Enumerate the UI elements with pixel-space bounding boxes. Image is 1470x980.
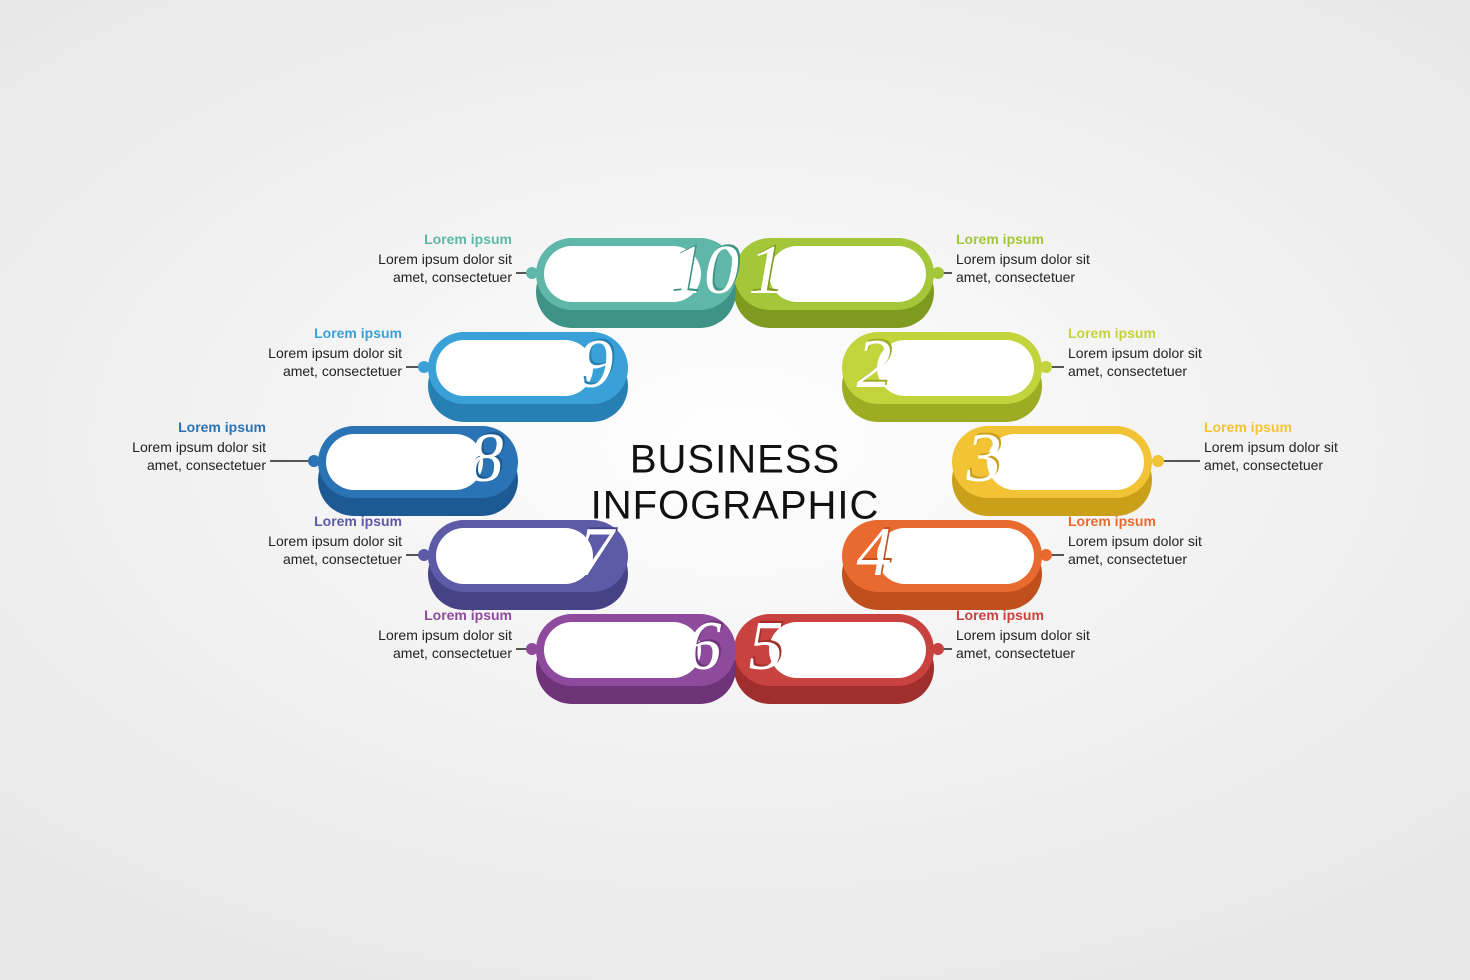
pill-inner [436, 528, 593, 584]
callout-heading: Lorem ipsum [1204, 418, 1374, 436]
connector-3 [1158, 460, 1200, 462]
title-line-2: INFOGRAPHIC [591, 484, 880, 528]
step-pill-6: 6 [536, 614, 736, 704]
step-pill-3: 3 [952, 426, 1152, 516]
pill-top [428, 520, 628, 592]
pill-top [842, 332, 1042, 404]
pill-top [842, 520, 1042, 592]
callout-body: Lorem ipsum dolor sit amet, consectetuer [1204, 438, 1374, 474]
callout-5: Lorem ipsum Lorem ipsum dolor sit amet, c… [956, 606, 1126, 663]
title-line-1: BUSINESS [630, 438, 840, 482]
callout-body: Lorem ipsum dolor sit amet, consectetuer [342, 250, 512, 286]
connector-10 [516, 272, 532, 274]
connector-6 [516, 648, 532, 650]
callout-body: Lorem ipsum dolor sit amet, consectetuer [1068, 344, 1238, 380]
center-title: BUSINESS INFOGRAPHIC [591, 437, 880, 529]
callout-1: Lorem ipsum Lorem ipsum dolor sit amet, c… [956, 230, 1126, 287]
callout-heading: Lorem ipsum [342, 230, 512, 248]
connector-4 [1046, 554, 1064, 556]
callout-body: Lorem ipsum dolor sit amet, consectetuer [232, 532, 402, 568]
pill-top [318, 426, 518, 498]
connector-2 [1046, 366, 1064, 368]
step-pill-10: 10 [536, 238, 736, 328]
callout-6: Lorem ipsumLorem ipsum dolor sit amet, c… [342, 606, 512, 663]
connector-8 [270, 460, 314, 462]
callout-4: Lorem ipsum Lorem ipsum dolor sit amet, c… [1068, 512, 1238, 569]
connector-1 [938, 272, 952, 274]
step-pill-5: 5 [734, 614, 934, 704]
pill-inner [877, 340, 1034, 396]
connector-9 [406, 366, 424, 368]
callout-2: Lorem ipsum Lorem ipsum dolor sit amet, c… [1068, 324, 1238, 381]
pill-inner [326, 434, 483, 490]
callout-body: Lorem ipsum dolor sit amet, consectetuer [232, 344, 402, 380]
step-pill-7: 7 [428, 520, 628, 610]
pill-inner [987, 434, 1144, 490]
connector-5 [938, 648, 952, 650]
callout-9: Lorem ipsum Lorem ipsum dolor sit amet, c… [232, 324, 402, 381]
callout-heading: Lorem ipsum [956, 606, 1126, 624]
infographic-stage: BUSINESS INFOGRAPHIC 1 Lorem ipsum Lorem i… [0, 0, 1470, 980]
callout-3: Lorem ipsum Lorem ipsum dolor sit amet, c… [1204, 418, 1374, 475]
pill-top [734, 614, 934, 686]
pill-inner [877, 528, 1034, 584]
callout-body: Lorem ipsum dolor sit amet, consectetuer [96, 438, 266, 474]
callout-body: Lorem ipsum dolor sit amet, consectetuer [342, 626, 512, 662]
step-pill-8: 8 [318, 426, 518, 516]
step-pill-1: 1 [734, 238, 934, 328]
callout-7: Lorem ipsumLorem ipsum dolor sit amet, c… [232, 512, 402, 569]
step-pill-9: 9 [428, 332, 628, 422]
callout-heading: Lorem ipsum [96, 418, 266, 436]
pill-top [952, 426, 1152, 498]
step-pill-4: 4 [842, 520, 1042, 610]
callout-body: Lorem ipsum dolor sit amet, consectetuer [956, 250, 1126, 286]
callout-body: Lorem ipsum dolor sit amet, consectetuer [956, 626, 1126, 662]
pill-inner [544, 622, 701, 678]
pill-inner [769, 246, 926, 302]
callout-8: Lorem ipsum Lorem ipsum dolor sit amet, c… [96, 418, 266, 475]
callout-heading: Lorem ipsum [1068, 512, 1238, 530]
pill-top [428, 332, 628, 404]
connector-7 [406, 554, 424, 556]
callout-heading: Lorem ipsum [232, 324, 402, 342]
pill-inner [769, 622, 926, 678]
callout-heading: Lorem ipsum [956, 230, 1126, 248]
callout-body: Lorem ipsum dolor sit amet, consectetuer [1068, 532, 1238, 568]
callout-10: Lorem ipsum Lorem ipsum dolor sit amet, c… [342, 230, 512, 287]
callout-heading: Lorem ipsum [1068, 324, 1238, 342]
step-pill-2: 2 [842, 332, 1042, 422]
pill-top [536, 238, 736, 310]
pill-inner [544, 246, 701, 302]
pill-top [734, 238, 934, 310]
pill-top [536, 614, 736, 686]
pill-inner [436, 340, 593, 396]
